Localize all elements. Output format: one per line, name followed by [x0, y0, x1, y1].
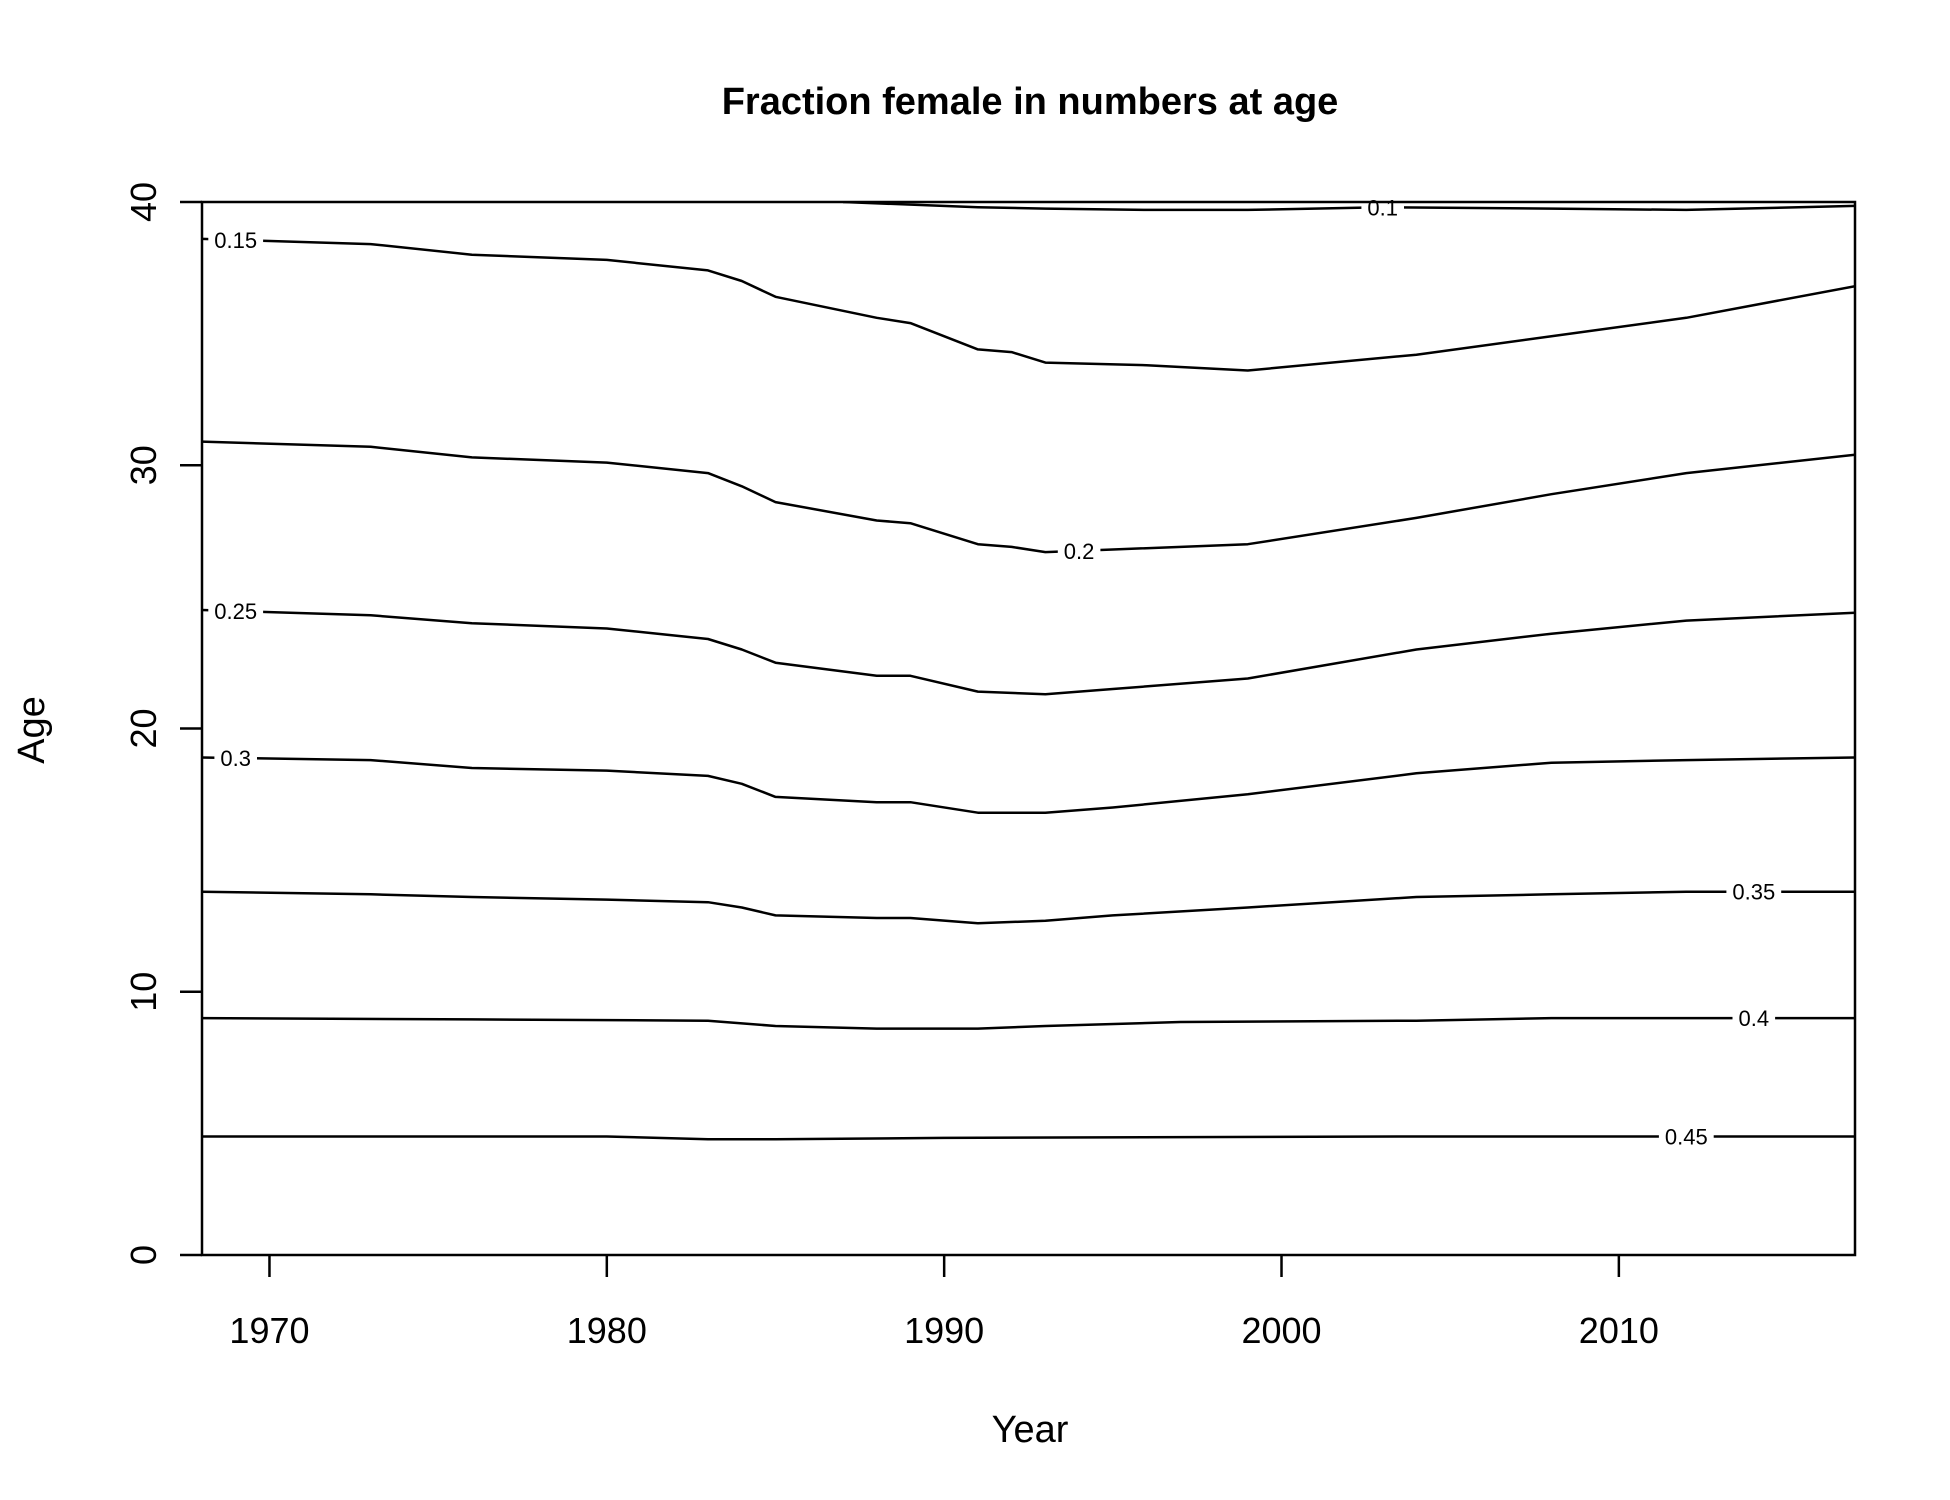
- contour-line-0.3: [202, 756, 1855, 814]
- y-tick-label: 20: [123, 708, 164, 748]
- contour-label-gap: [1057, 540, 1101, 561]
- y-tick-label: 10: [123, 972, 164, 1012]
- chart-title: Fraction female in numbers at age: [722, 81, 1339, 123]
- y-tick-label: 0: [123, 1245, 164, 1265]
- x-axis: 1970 1980 1990 2000 2010: [229, 1255, 1659, 1351]
- contour-label-0.15: 0.15: [214, 228, 257, 253]
- contour-label-gap: [1726, 881, 1782, 902]
- contour-line-0.4: [202, 1016, 1855, 1030]
- x-tick-label: 1970: [229, 1310, 309, 1351]
- contour-line-0.1: [842, 202, 1855, 212]
- contour-label-gap: [1658, 1126, 1714, 1147]
- contour-line-0.45: [202, 1135, 1855, 1141]
- x-tick-label: 1980: [567, 1310, 647, 1351]
- contour-label-0.3: 0.3: [220, 746, 251, 771]
- x-axis-label: Year: [992, 1409, 1069, 1451]
- contour-label-0.2: 0.2: [1064, 539, 1095, 564]
- y-tick-label: 30: [123, 445, 164, 485]
- x-tick-label: 1990: [904, 1310, 984, 1351]
- contour-label-0.25: 0.25: [214, 599, 257, 624]
- contour-label-0.35: 0.35: [1732, 880, 1775, 905]
- x-tick-label: 2010: [1579, 1310, 1659, 1351]
- plot-area: 0.1 0.15 0.2 0.25 0.3 0.35 0.4 0.45 1970 1980 1990…: [123, 182, 1857, 1351]
- contour-label-0.4: 0.4: [1739, 1006, 1770, 1031]
- contour-lines: [202, 202, 1855, 1141]
- y-tick-label: 40: [123, 182, 164, 222]
- contour-label-gap: [208, 601, 264, 622]
- contour-line-0.15: [202, 237, 1855, 372]
- contour-line-0.2: [202, 440, 1855, 554]
- x-tick-label: 2000: [1241, 1310, 1321, 1351]
- y-axis: 0 10 20 30 40: [123, 182, 202, 1265]
- contour-label-gap: [208, 229, 264, 250]
- plot-frame: [200, 200, 1857, 1257]
- contour-label-0.45: 0.45: [1665, 1125, 1708, 1150]
- contour-label-gap: [1732, 1008, 1776, 1029]
- contour-line-0.35: [202, 890, 1855, 925]
- contour-labels: 0.1 0.15 0.2 0.25 0.3 0.35 0.4 0.45: [208, 195, 1782, 1150]
- contour-label-0.1: 0.1: [1367, 195, 1398, 220]
- contour-line-0.25: [202, 608, 1855, 696]
- contour-label-gap: [214, 748, 257, 768]
- y-axis-label: Age: [11, 696, 53, 764]
